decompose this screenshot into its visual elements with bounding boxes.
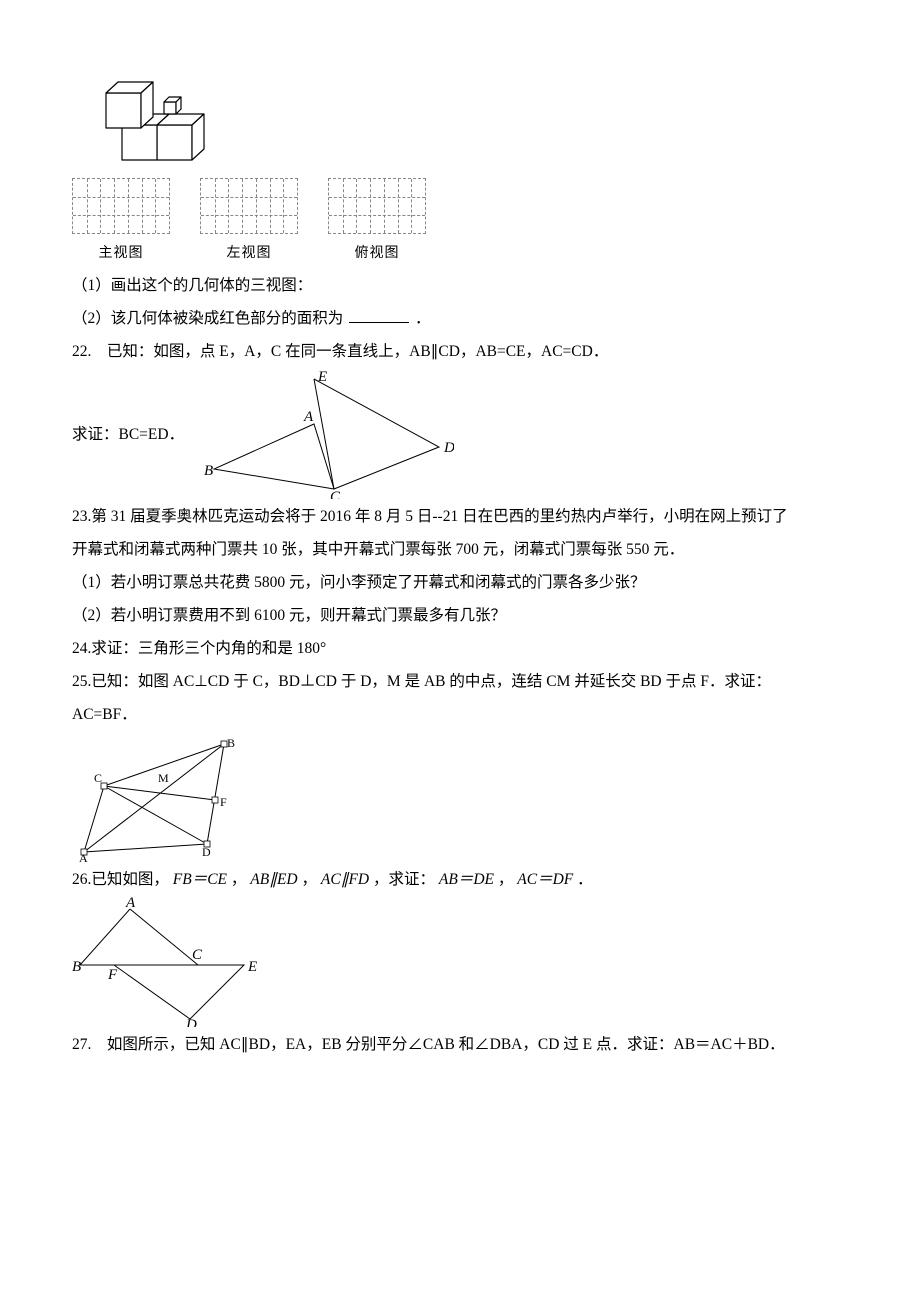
svg-text:A: A: [303, 409, 314, 425]
q21-part2-b: ．: [415, 310, 431, 327]
q23-line2: 开幕式和闭幕式两种门票共 10 张，其中开幕式门票每张 700 元，闭幕式门票每…: [72, 534, 848, 565]
q21-part1: （1）画出这个的几何体的三视图：: [72, 270, 848, 301]
grid-left: 左视图: [200, 178, 298, 266]
q26-stem: 26.已知如图， FB＝CE ， AB∥ED ， AC∥FD ，求证： AB＝D…: [72, 864, 848, 895]
q21-part2: （2）该几何体被染成红色部分的面积为 ．: [72, 303, 848, 334]
t: ，求证：: [373, 871, 435, 888]
q22-demand: 求证：BC=ED．: [72, 419, 184, 450]
svg-text:C: C: [192, 947, 203, 963]
t: ．: [577, 871, 593, 888]
svg-text:E: E: [317, 369, 327, 385]
svg-text:D: D: [443, 440, 454, 456]
grid-front: 主视图: [72, 178, 170, 266]
grid-caption: 主视图: [72, 238, 170, 266]
svg-text:A: A: [125, 897, 136, 911]
q26-diagram-wrap: A B F C E D: [72, 897, 848, 1027]
svg-text:C: C: [330, 489, 341, 499]
svg-text:B: B: [204, 463, 213, 479]
t: AC∥FD: [321, 871, 369, 888]
svg-text:F: F: [220, 795, 227, 809]
grid-caption: 左视图: [200, 238, 298, 266]
grid-top: 俯视图: [328, 178, 426, 266]
t: 26.已知如图，: [72, 871, 169, 888]
svg-text:D: D: [202, 845, 211, 859]
q25-diagram-wrap: C B A D M F: [72, 732, 848, 862]
t: ，: [231, 871, 247, 888]
t: ，: [302, 871, 318, 888]
cubes-figure: [72, 80, 848, 170]
q23-part1: （1）若小明订票总共花费 5800 元，问小李预定了开幕式和闭幕式的门票各多少张…: [72, 567, 848, 598]
q27: 27. 如图所示，已知 AC∥BD，EA，EB 分别平分∠CAB 和∠DBA，C…: [72, 1029, 848, 1060]
q24: 24.求证：三角形三个内角的和是 180°: [72, 633, 848, 664]
three-view-grids: 主视图 左视图 俯视图: [72, 178, 848, 266]
q23-line1: 23.第 31 届夏季奥林匹克运动会将于 2016 年 8 月 5 日--21 …: [72, 501, 848, 532]
svg-text:B: B: [227, 736, 235, 750]
svg-text:D: D: [185, 1017, 197, 1027]
q22-diagram: B E A C D: [194, 369, 454, 499]
q23-part2: （2）若小明订票费用不到 6100 元，则开幕式门票最多有几张？: [72, 600, 848, 631]
q21-part2-a: （2）该几何体被染成红色部分的面积为: [72, 310, 343, 327]
q25-stem: 25.已知：如图 AC⊥CD 于 C，BD⊥CD 于 D，M 是 AB 的中点，…: [72, 666, 848, 697]
t: AB∥ED: [250, 871, 297, 888]
fill-blank[interactable]: [349, 307, 409, 324]
t: FB＝CE: [173, 871, 227, 888]
svg-text:E: E: [247, 959, 257, 975]
q22-row: 求证：BC=ED． B E A C D: [72, 369, 848, 499]
grid-caption: 俯视图: [328, 238, 426, 266]
t: AC＝DF: [517, 871, 573, 888]
svg-text:A: A: [79, 851, 88, 862]
cubes-svg: [72, 80, 222, 170]
q26-diagram: A B F C E D: [72, 897, 262, 1027]
q25-stem2: AC=BF．: [72, 699, 848, 730]
q22-stem: 22. 已知：如图，点 E，A，C 在同一条直线上，AB∥CD，AB=CE，AC…: [72, 336, 848, 367]
grid-box: [72, 178, 170, 234]
svg-text:B: B: [72, 959, 81, 975]
t: ，: [498, 871, 514, 888]
q25-diagram: C B A D M F: [72, 732, 252, 862]
grid-box: [200, 178, 298, 234]
grid-box: [328, 178, 426, 234]
svg-text:F: F: [107, 967, 118, 983]
t: AB＝DE: [439, 871, 494, 888]
svg-text:C: C: [94, 771, 102, 785]
svg-text:M: M: [158, 771, 169, 785]
